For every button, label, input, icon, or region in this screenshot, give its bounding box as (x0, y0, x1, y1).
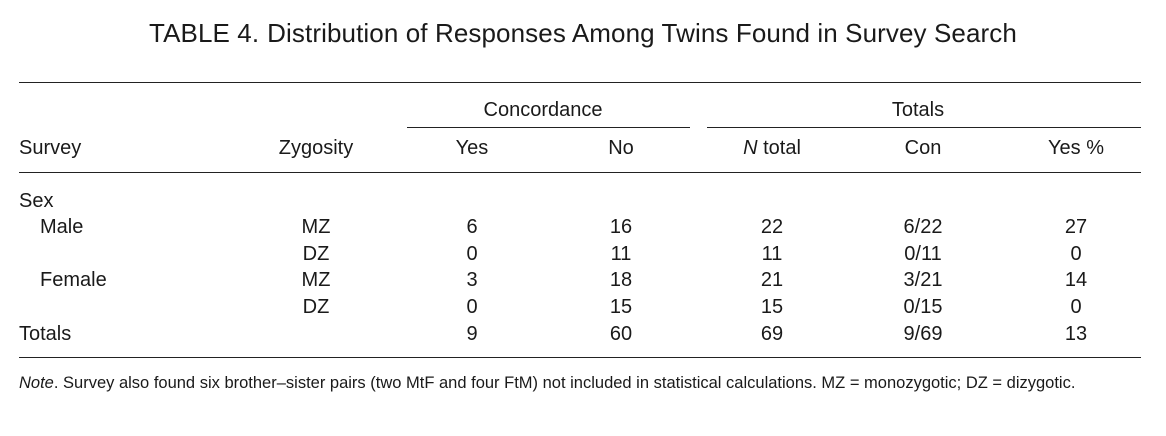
note-text: . Survey also found six brother–sister p… (53, 374, 1076, 392)
col-header-ntotal: N total (743, 136, 801, 160)
row-no: 11 (610, 243, 632, 265)
table-label: TABLE 4. (149, 18, 260, 48)
row-ntotal: 22 (760, 216, 784, 238)
row-zygosity: MZ (301, 269, 331, 291)
header-rule (19, 172, 1141, 173)
row-yes: 0 (466, 296, 478, 318)
totals-underline (707, 127, 1141, 128)
col-header-ntotal-label: total (757, 137, 801, 159)
row-con: 9/69 (903, 323, 943, 345)
col-header-n-symbol: N (743, 137, 758, 159)
row-yes: 9 (466, 323, 478, 345)
row-yespct: 13 (1064, 323, 1088, 345)
row-no: 60 (609, 323, 633, 345)
row-no: 18 (609, 269, 633, 291)
row-con: 6/22 (903, 216, 943, 238)
header-totals: Totals (891, 99, 945, 121)
row-survey: Male (40, 216, 84, 238)
table-caption: Distribution of Responses Among Twins Fo… (267, 18, 1017, 48)
row-yespct: 14 (1064, 269, 1088, 291)
row-con: 3/21 (903, 269, 943, 291)
header-concordance: Concordance (483, 99, 603, 121)
col-header-survey: Survey (19, 137, 82, 159)
row-ntotal: 21 (760, 269, 784, 291)
col-header-zygosity: Zygosity (278, 137, 354, 159)
row-yespct: 0 (1070, 296, 1082, 318)
row-survey: Female (40, 269, 107, 291)
col-header-con: Con (904, 137, 942, 159)
col-header-no: No (608, 137, 634, 159)
row-yespct: 0 (1070, 243, 1082, 265)
col-header-yespct: Yes % (1048, 137, 1104, 159)
row-yes: 6 (466, 216, 478, 238)
row-no: 16 (609, 216, 633, 238)
table-note: Note. Survey also found six brother–sist… (19, 373, 1144, 394)
concordance-underline (407, 127, 690, 128)
row-survey: Totals (19, 323, 72, 345)
row-zygosity: MZ (301, 216, 331, 238)
row-yes: 0 (466, 243, 478, 265)
row-survey: Sex (19, 190, 54, 212)
table-title: TABLE 4. Distribution of Responses Among … (0, 18, 1166, 49)
top-rule (19, 82, 1141, 83)
row-yespct: 27 (1064, 216, 1088, 238)
row-ntotal: 15 (760, 296, 784, 318)
row-con: 0/11 (904, 243, 942, 265)
row-yes: 3 (466, 269, 478, 291)
row-con: 0/15 (903, 296, 943, 318)
row-ntotal: 69 (760, 323, 784, 345)
row-no: 15 (609, 296, 633, 318)
note-label: Note (19, 374, 54, 392)
row-zygosity: DZ (302, 243, 330, 265)
bottom-rule (19, 357, 1141, 358)
col-header-yes: Yes (455, 137, 489, 159)
row-zygosity: DZ (302, 296, 330, 318)
row-ntotal: 11 (761, 243, 783, 265)
